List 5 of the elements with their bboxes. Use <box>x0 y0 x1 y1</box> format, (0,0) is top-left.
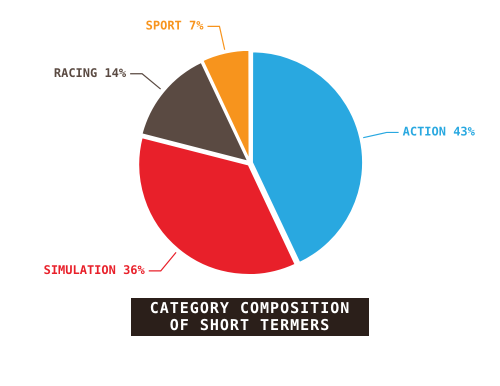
slice-label: SPORT 7% <box>146 18 204 32</box>
text: CATEGORY COMPOSITION OF SHORT TERMERS <box>131 298 369 336</box>
slice-label: RACING 14% <box>54 66 127 80</box>
slice-label: ACTION 43% <box>402 124 476 139</box>
slice-label: SIMULATION 36% <box>44 262 146 277</box>
